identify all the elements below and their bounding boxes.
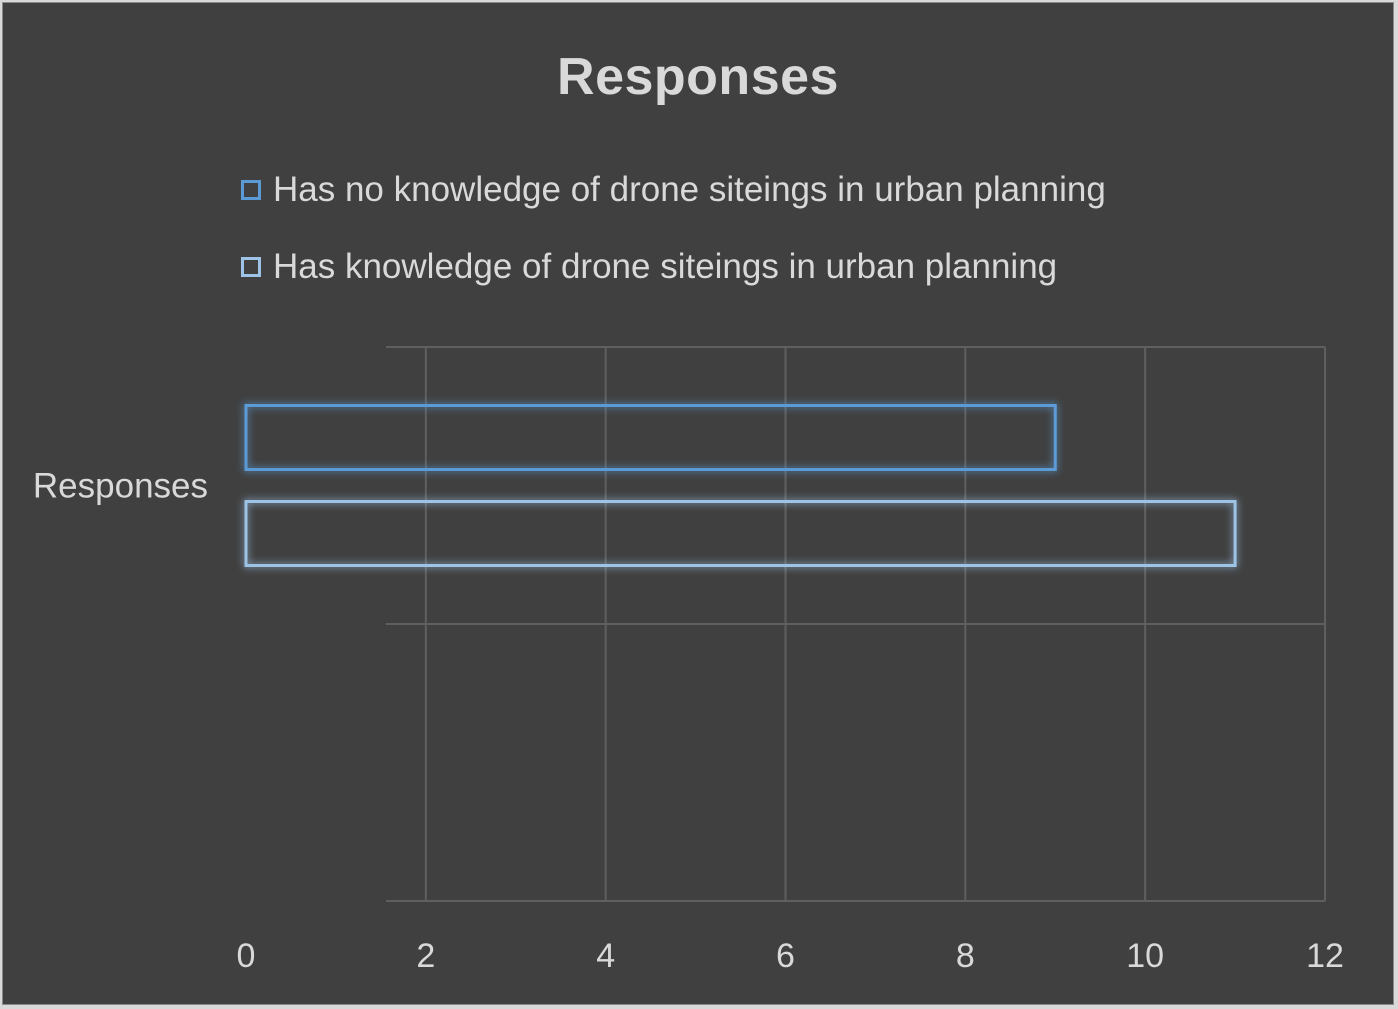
x-tick-label-0: 0 bbox=[237, 937, 256, 975]
x-tick-label-6: 6 bbox=[776, 937, 795, 975]
legend-swatch-no-knowledge bbox=[241, 180, 261, 200]
x-tick-label-4: 4 bbox=[596, 937, 615, 975]
plot-area: 0 2 4 6 8 10 12 Responses bbox=[33, 346, 1344, 975]
legend-item-has-knowledge[interactable]: Has knowledge of drone siteings in urban… bbox=[241, 247, 1057, 287]
chart-title: Responses bbox=[557, 48, 839, 106]
x-tick-label-10: 10 bbox=[1126, 937, 1164, 975]
y-category-label: Responses bbox=[33, 467, 208, 506]
bar-series-1-0 bbox=[244, 404, 1057, 471]
legend-label-has-knowledge: Has knowledge of drone siteings in urban… bbox=[273, 247, 1058, 286]
x-tick-label-12: 12 bbox=[1306, 937, 1344, 975]
legend-label-no-knowledge: Has no knowledge of drone siteings in ur… bbox=[273, 170, 1106, 209]
legend-item-no-knowledge[interactable]: Has no knowledge of drone siteings in ur… bbox=[241, 170, 1106, 210]
bar-series-2-0 bbox=[244, 500, 1237, 567]
x-tick-label-8: 8 bbox=[956, 937, 975, 975]
x-tick-label-2: 2 bbox=[416, 937, 435, 975]
legend-swatch-has-knowledge bbox=[241, 257, 261, 277]
